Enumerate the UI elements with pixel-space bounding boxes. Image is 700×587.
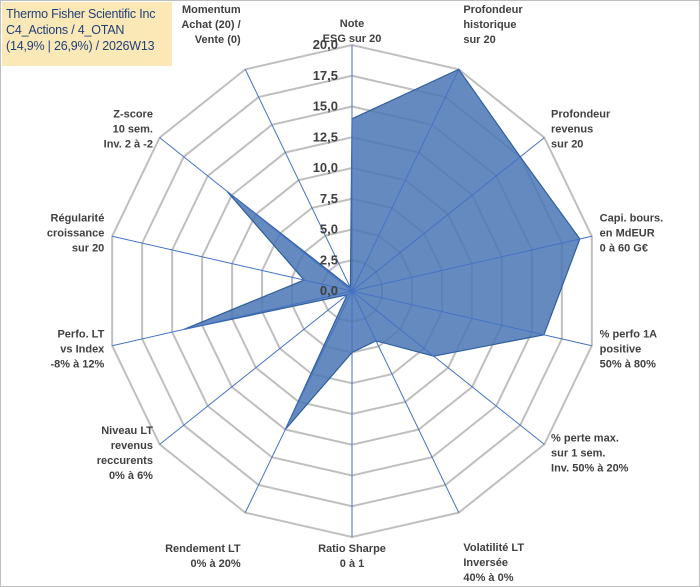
tick-label: 15,0 <box>313 99 338 114</box>
axis-label-1: Profondeur historique sur 20 <box>463 4 523 46</box>
axis-label-0: Note ESG sur 20 <box>323 18 382 45</box>
axis-spoke-2 <box>351 137 545 292</box>
axis-label-11: Régularité croissance sur 20 <box>47 213 104 255</box>
tick-label: 10,0 <box>313 160 338 175</box>
radar-axis-labels: Note ESG sur 20 Profondeur historique sur 20… <box>47 4 663 584</box>
tick-label: 2,5 <box>320 252 338 267</box>
chart-title-company: Thermo Fisher Scientific Inc <box>6 7 156 21</box>
axis-spoke-10 <box>112 290 353 347</box>
axis-spoke-12 <box>159 137 353 292</box>
axis-label-12: Z-score 10 sem. Inv. 2 à -2 <box>104 108 153 150</box>
chart-title-category: C4_Actions / 4_OTAN <box>6 23 125 37</box>
axis-spoke-13 <box>244 69 353 292</box>
axis-spoke-3 <box>351 235 592 292</box>
tick-label: 0,0 <box>320 283 338 298</box>
axis-spoke-9 <box>159 290 353 445</box>
axis-spoke-8 <box>244 290 353 513</box>
axis-label-9: Niveau LT revenus reccurents 0% à 6% <box>97 425 154 482</box>
axis-label-8: Rendement LT 0% à 20% <box>165 543 241 570</box>
axis-spoke-4 <box>351 290 592 347</box>
axis-spoke-11 <box>112 235 353 292</box>
axis-label-5: % perte max. sur 1 sem. Inv. 50% à 20% <box>551 433 629 475</box>
axis-label-4: % perfo 1A positive 50% à 80% <box>600 328 658 370</box>
axis-label-3: Capi. bours. en MdEUR 0 à 60 G€ <box>600 213 664 255</box>
tick-label: 20,0 <box>313 37 338 52</box>
radar-tick-labels: 0,0 2,5 5,0 7,5 10,0 12,5 15,0 17,5 20,0 <box>313 37 338 298</box>
axis-spoke-1 <box>351 69 460 292</box>
axis-spoke-6 <box>351 290 460 513</box>
tick-label: 7,5 <box>320 191 338 206</box>
axis-spoke-5 <box>351 290 545 445</box>
tick-label: 17,5 <box>313 68 338 83</box>
chart-title-stats: (14,9% | 26,9%) / 2026W13 <box>6 39 155 53</box>
radar-axes <box>112 45 592 537</box>
axis-label-10: Perfo. LT vs Index -8% à 12% <box>51 328 106 370</box>
axis-label-6: Volatilité LT Inversée 40% à 0% <box>463 542 524 584</box>
chart-title-box: Thermo Fisher Scientific Inc C4_Actions … <box>2 2 172 66</box>
axis-label-7: Ratio Sharpe 0 à 1 <box>318 543 386 570</box>
axis-label-2: Profondeur revenus sur 20 <box>551 108 611 150</box>
tick-label: 5,0 <box>320 222 338 237</box>
axis-label-13: Momentum Achat (20) / Vente (0) <box>181 4 241 46</box>
tick-label: 12,5 <box>313 129 338 144</box>
